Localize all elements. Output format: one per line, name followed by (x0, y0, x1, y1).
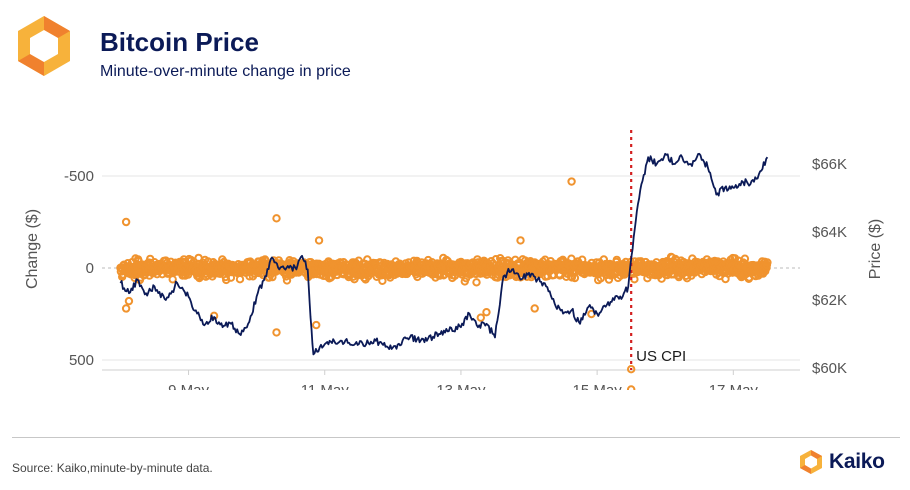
left-y-tick-label: 500 (69, 352, 94, 369)
change-point (378, 276, 387, 285)
change-outlier-point (272, 214, 281, 223)
change-outlier-point (121, 217, 131, 227)
chart-subtitle: Minute-over-minute change in price (100, 63, 351, 80)
event-annotation-layer: US CPI (630, 130, 686, 370)
x-tick-label: 11 May (301, 382, 350, 390)
change-outlier-point (272, 328, 281, 337)
source-note: Source: Kaiko,minute-by-minute data. (12, 461, 213, 475)
change-point (168, 275, 177, 284)
x-tick-label: 9 May (168, 382, 209, 390)
right-axis-title: Price ($) (867, 219, 884, 279)
change-outlier-point (626, 385, 636, 390)
brand-name: Kaiko (829, 450, 885, 473)
right-y-tick-label: $64K (812, 224, 847, 241)
left-y-tick-label: 0 (86, 260, 94, 277)
footer-divider (12, 437, 900, 438)
kaiko-mark-icon (800, 450, 822, 474)
x-tick-label: 13 May (436, 382, 486, 390)
change-outlier-point (124, 296, 134, 306)
kaiko-hexagon-logo-icon (18, 16, 70, 76)
change-point (282, 276, 292, 285)
us-cpi-label: US CPI (636, 348, 686, 365)
change-point (763, 258, 772, 267)
chart-title: Bitcoin Price (100, 27, 259, 57)
change-outlier-point (626, 365, 636, 374)
x-tick-label: 17 May (709, 382, 759, 390)
change-outlier-point (516, 236, 525, 245)
change-outlier-point (121, 304, 131, 313)
change-outlier-point (567, 177, 576, 186)
right-y-tick-label: $62K (812, 292, 847, 309)
change-point (740, 254, 750, 263)
price-line (119, 152, 769, 356)
right-y-tick-label: $66K (812, 156, 847, 173)
left-y-tick-label: -500 (64, 168, 94, 185)
change-point (235, 275, 245, 284)
change-outlier-point (314, 236, 324, 245)
change-outlier-point (530, 304, 539, 313)
axes: 9 May 11 May 13 May 15 May 17 May 500 0 -500 $66… (64, 156, 847, 390)
change-outlier-point (482, 307, 491, 317)
right-y-tick-label: $60K (812, 360, 847, 377)
change-point (472, 278, 481, 287)
left-axis-title: Change ($) (24, 209, 41, 289)
change-outlier-point (476, 313, 485, 322)
change-point (189, 257, 199, 267)
x-tick-label: 15 May (573, 382, 623, 390)
change-outlier-point (312, 320, 321, 330)
brand-logo: Kaiko (798, 446, 885, 478)
chart-canvas: US CPI 9 May 11 May 13 May 15 May 17 May 500 0… (24, 130, 884, 390)
price-line-series (119, 152, 769, 356)
